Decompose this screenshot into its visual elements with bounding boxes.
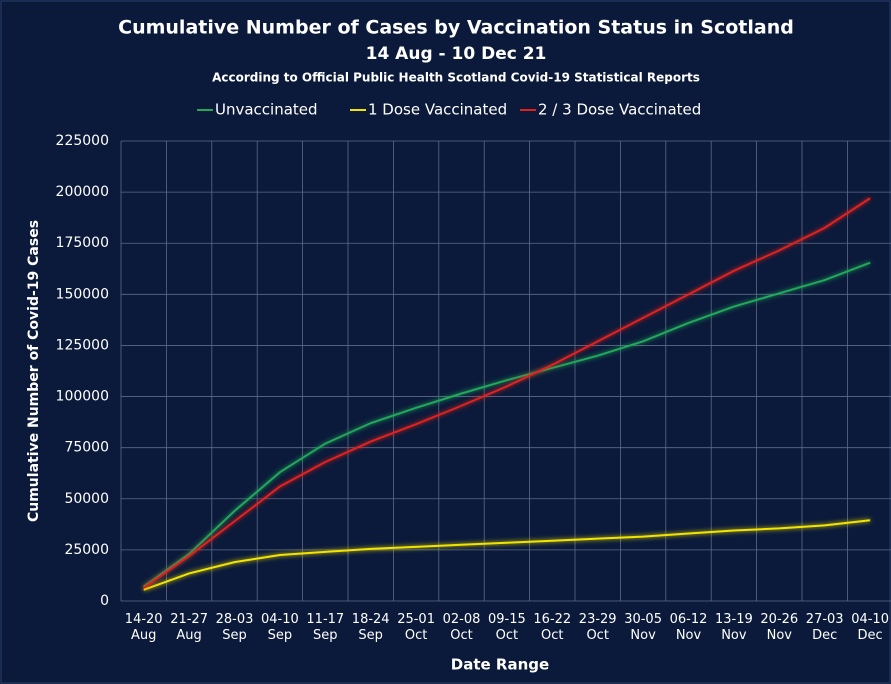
y-tick-label: 125000 — [56, 337, 109, 353]
x-tick-label: 16-22 Oct — [533, 612, 572, 643]
y-axis-title: Cumulative Number of Covid-19 Cases — [26, 220, 42, 522]
x-tick-label: 23-29 Oct — [578, 612, 617, 643]
y-tick-label: 100000 — [56, 389, 109, 405]
y-tick-label: 50000 — [64, 491, 109, 507]
x-tick-label: 30-05 Nov — [624, 612, 662, 643]
x-tick-label: 06-12 Nov — [669, 612, 708, 643]
series-line — [143, 261, 871, 588]
y-tick-label: 200000 — [56, 184, 109, 200]
x-tick-label: 09-15 Oct — [488, 612, 526, 643]
y-tick-label: 0 — [100, 593, 109, 609]
series-line — [143, 519, 871, 591]
y-tick-label: 25000 — [64, 542, 109, 558]
x-tick-label: 20-26 Nov — [760, 612, 799, 643]
y-tick-label: 75000 — [64, 440, 109, 456]
x-tick-label: 04-10 Dec — [851, 612, 889, 643]
x-tick-label: 25-01 Oct — [397, 612, 435, 643]
x-tick-label: 27-03 Dec — [805, 612, 844, 643]
chart-title: Cumulative Number of Cases by Vaccinatio… — [118, 17, 794, 39]
y-tick-label: 150000 — [56, 286, 109, 302]
x-tick-label: 14-20 Aug — [124, 612, 163, 643]
x-tick-label: 21-27 Aug — [170, 612, 208, 643]
series-line — [143, 197, 871, 589]
x-tick-label: 02-08 Oct — [442, 612, 481, 643]
chart-source: According to Official Public Health Scot… — [212, 71, 700, 85]
legend-label: Unvaccinated — [215, 101, 318, 119]
x-tick-label: 04-10 Sep — [261, 612, 299, 643]
y-tick-label: 225000 — [56, 133, 109, 149]
legend-label: 2 / 3 Dose Vaccinated — [538, 101, 701, 119]
legend-label: 1 Dose Vaccinated — [368, 101, 507, 119]
chart-subtitle: 14 Aug - 10 Dec 21 — [366, 44, 547, 64]
x-tick-label: 11-17 Sep — [306, 612, 345, 643]
x-axis-title: Date Range — [451, 656, 549, 674]
x-tick-label: 13-19 Nov — [715, 612, 753, 643]
y-tick-label: 175000 — [56, 235, 109, 251]
x-tick-label: 18-24 Sep — [351, 612, 390, 643]
x-tick-label: 28-03 Sep — [215, 612, 254, 643]
